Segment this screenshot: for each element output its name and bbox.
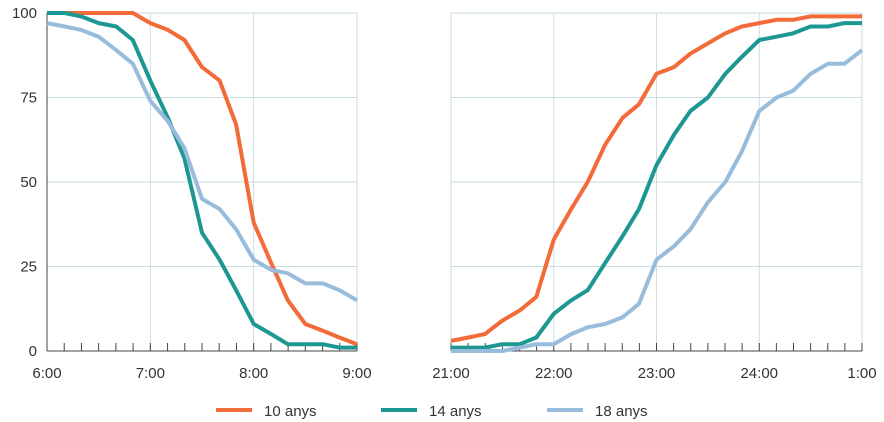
legend: 10 anys 14 anys 18 anys (216, 403, 648, 420)
series-lines (46, 11, 864, 353)
y-tick-label: 25 (20, 259, 37, 276)
x-tick-label: 23:00 (638, 365, 676, 382)
x-tick-label: 1:00 (847, 365, 876, 382)
y-tick-label: 100 (12, 5, 37, 22)
legend-label: 14 anys (429, 403, 482, 420)
series-line-18-anys-evening (451, 48, 864, 353)
grid (46, 12, 863, 351)
x-tick-label: 6:00 (32, 365, 61, 382)
x-tick-label: 7:00 (136, 365, 165, 382)
legend-label: 18 anys (595, 403, 648, 420)
x-tick-label: 21:00 (432, 365, 470, 382)
x-tick-label: 22:00 (535, 365, 573, 382)
legend-label: 10 anys (264, 403, 317, 420)
series-line-18-anys-morning (46, 21, 358, 303)
x-tick-label: 8:00 (239, 365, 268, 382)
x-tick-label: 24:00 (740, 365, 778, 382)
y-axis-labels: 0 25 50 75 100 (12, 5, 37, 360)
y-tick-label: 75 (20, 90, 37, 107)
series-line-10-anys-morning (47, 11, 358, 347)
y-tick-label: 50 (20, 174, 37, 191)
x-axis-labels: 6:00 7:00 8:00 9:00 21:00 22:00 23:00 24:00 1:00 (32, 365, 876, 382)
series-line-14-anys-morning (47, 11, 357, 350)
x-tick-label: 9:00 (342, 365, 371, 382)
series-line-10-anys-evening (450, 14, 862, 343)
y-tick-label: 0 (29, 343, 37, 360)
series-line-14-anys-evening (451, 21, 862, 350)
